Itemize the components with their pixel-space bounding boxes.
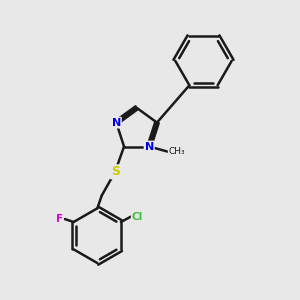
Text: N: N bbox=[145, 142, 154, 152]
Text: F: F bbox=[56, 214, 63, 224]
Text: Cl: Cl bbox=[132, 212, 143, 222]
Text: N: N bbox=[112, 118, 121, 128]
Text: S: S bbox=[111, 165, 120, 178]
Text: CH₃: CH₃ bbox=[169, 147, 185, 156]
